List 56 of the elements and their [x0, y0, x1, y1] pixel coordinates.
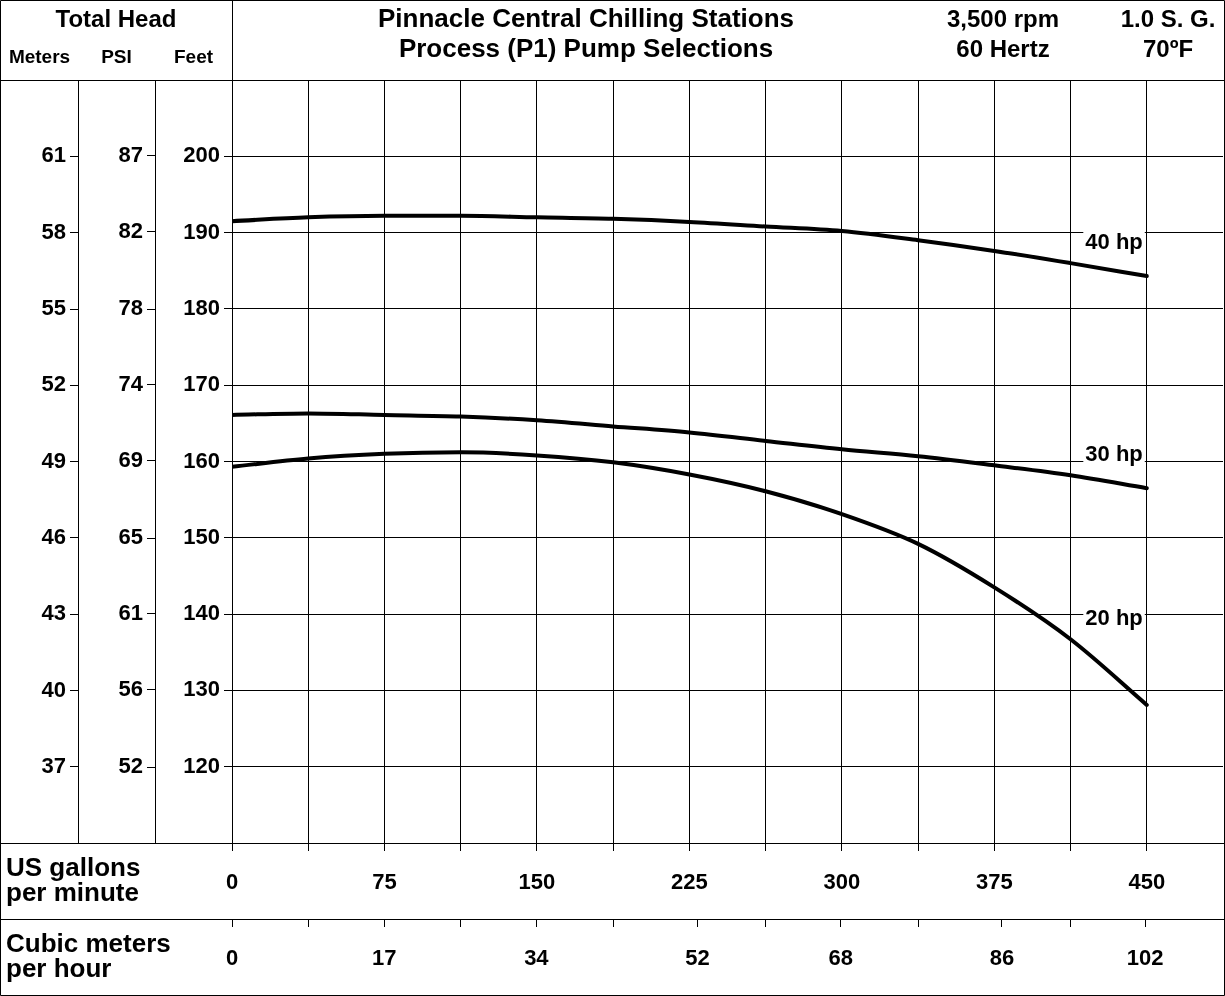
- y2-tick-label: 82: [118, 217, 143, 243]
- text: 1.0 S. G.: [1120, 4, 1216, 32]
- x-tick-label: 300: [823, 869, 861, 895]
- y-tick-label: 170: [183, 371, 220, 397]
- series-label: 40 hp: [1085, 229, 1143, 255]
- y2-tick-label: 87: [118, 141, 143, 167]
- y-tick-label: 130: [183, 676, 220, 702]
- x-tick-label: 150: [518, 869, 556, 895]
- y2-tick-label: 52: [118, 753, 143, 779]
- text: 60 Hertz: [956, 34, 1050, 62]
- y2-axis-title: PSI: [101, 46, 132, 68]
- x2-tick-label: 86: [989, 945, 1015, 971]
- x-tick-label: 0: [225, 869, 239, 895]
- x2-tick-label: 52: [685, 945, 710, 971]
- x2-tick-label: 17: [371, 945, 397, 971]
- y3-tick-label: 43: [41, 600, 66, 626]
- y3-tick-label: 52: [41, 371, 66, 397]
- x2-axis-title: Cubic meters per hour: [6, 927, 171, 983]
- y-tick-label: 190: [183, 218, 220, 244]
- y2-tick-label: 74: [118, 370, 144, 396]
- y3-tick-label: 40: [41, 676, 66, 702]
- x2-tick-label: 102: [1126, 945, 1164, 971]
- x-tick-label: 375: [975, 869, 1013, 895]
- y2-tick-label: 69: [118, 446, 143, 472]
- y-tick-label: 140: [183, 600, 220, 626]
- y3-tick-label: 61: [41, 142, 66, 168]
- series-label: 30 hp: [1085, 441, 1143, 467]
- series-label: 20 hp: [1085, 605, 1143, 631]
- y-tick-label: 200: [183, 142, 220, 168]
- x-tick-label: 225: [671, 869, 708, 895]
- y2-tick-label: 56: [118, 675, 143, 701]
- y3-tick-label: 49: [41, 447, 66, 473]
- x2-tick-label: 68: [828, 945, 853, 971]
- y2-tick-label: 78: [118, 295, 143, 321]
- y3-axis-title: Meters: [8, 46, 71, 68]
- y-tick-label: 180: [183, 294, 220, 320]
- y-axis-title: Feet: [173, 46, 214, 68]
- y3-tick-label: 58: [41, 218, 66, 244]
- y3-tick-label: 55: [41, 295, 66, 321]
- y-tick-label: 120: [183, 752, 220, 778]
- y2-tick-label: 65: [118, 524, 143, 550]
- x-axis-title: US gallons per minute: [6, 851, 141, 907]
- x2-tick-label: 0: [225, 945, 239, 971]
- x2-tick-label: 34: [524, 945, 550, 971]
- x-tick-label: 450: [1128, 869, 1166, 895]
- x-tick-label: 75: [372, 869, 397, 895]
- y-tick-label: 160: [183, 447, 220, 473]
- y-tick-label: 150: [183, 523, 220, 549]
- text: 3,500 rpm: [946, 4, 1060, 32]
- chart-title: Pinnacle Central Chilling Stations: [377, 3, 795, 34]
- y2-tick-label: 61: [118, 599, 143, 625]
- chart-subtitle: Process (P1) Pump Selections: [398, 33, 774, 64]
- text: 70ºF: [1142, 34, 1194, 62]
- y3-tick-label: 37: [41, 752, 66, 778]
- text: Total Head: [55, 4, 177, 32]
- y3-tick-label: 46: [41, 523, 66, 549]
